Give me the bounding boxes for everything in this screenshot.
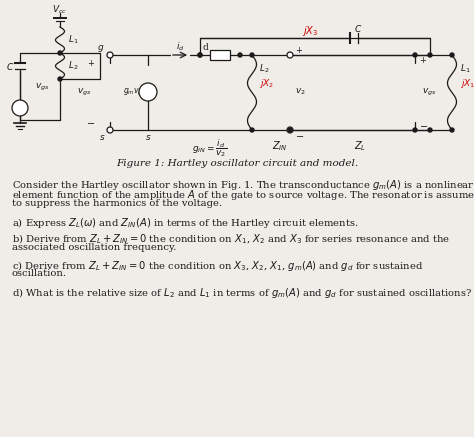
Text: a) Express $Z_L(\omega)$ and $Z_{IN}(A)$ in terms of the Hartley circuit element: a) Express $Z_L(\omega)$ and $Z_{IN}(A)$… xyxy=(12,215,359,229)
Circle shape xyxy=(250,128,254,132)
Text: $s$: $s$ xyxy=(145,133,151,142)
Circle shape xyxy=(287,52,293,58)
Text: $g$: $g$ xyxy=(97,44,104,55)
Text: d: d xyxy=(203,44,209,52)
Circle shape xyxy=(428,53,432,57)
Text: $i_d$: $i_d$ xyxy=(176,41,184,53)
Text: $Z_{IN}$: $Z_{IN}$ xyxy=(272,139,288,153)
Text: $C$: $C$ xyxy=(354,24,362,35)
Circle shape xyxy=(107,52,113,58)
Text: c) Derive from $Z_L + Z_{IN} = 0$ the condition on $X_3$, $X_2$, $X_1$, $g_m(A)$: c) Derive from $Z_L + Z_{IN} = 0$ the co… xyxy=(12,259,423,273)
Text: $-$: $-$ xyxy=(295,130,304,140)
Circle shape xyxy=(198,53,202,57)
Text: $v_{gs}$: $v_{gs}$ xyxy=(77,87,92,97)
Circle shape xyxy=(450,53,454,57)
Text: d) What is the relative size of $L_2$ and $L_1$ in terms of $g_m(A)$ and $g_d$ f: d) What is the relative size of $L_2$ an… xyxy=(12,286,472,300)
Circle shape xyxy=(12,100,28,116)
Circle shape xyxy=(198,53,202,57)
Text: $-$: $-$ xyxy=(419,120,428,130)
Text: $jX_2$: $jX_2$ xyxy=(259,76,274,90)
Circle shape xyxy=(250,53,254,57)
Text: oscillation.: oscillation. xyxy=(12,270,67,278)
Circle shape xyxy=(450,128,454,132)
Circle shape xyxy=(107,127,113,133)
Circle shape xyxy=(139,83,157,101)
Text: $L_1$: $L_1$ xyxy=(460,63,471,75)
Text: $v_{gs}$: $v_{gs}$ xyxy=(35,81,49,93)
Text: $L_2$: $L_2$ xyxy=(68,60,78,72)
Text: $V_{cc}$: $V_{cc}$ xyxy=(53,4,67,16)
Circle shape xyxy=(287,127,293,133)
Circle shape xyxy=(238,53,242,57)
Circle shape xyxy=(58,51,62,55)
Text: $+$: $+$ xyxy=(87,58,95,68)
Text: Consider the Hartley oscillator shown in Fig. 1. The transconductance $g_m(A)$ i: Consider the Hartley oscillator shown in… xyxy=(12,178,474,192)
Circle shape xyxy=(413,128,417,132)
Text: $v_{gs}$: $v_{gs}$ xyxy=(422,87,437,97)
Text: element function of the amplitude $A$ of the gate to source voltage. The resonat: element function of the amplitude $A$ of… xyxy=(12,188,474,202)
Text: $L_2$: $L_2$ xyxy=(259,63,269,75)
Text: to suppress the harmonics of the voltage.: to suppress the harmonics of the voltage… xyxy=(12,199,222,208)
Text: $C$: $C$ xyxy=(6,60,14,72)
Text: $v_2$: $v_2$ xyxy=(295,87,306,97)
Text: $s$: $s$ xyxy=(100,132,106,142)
Circle shape xyxy=(413,53,417,57)
Text: Figure 1: Hartley oscillator circuit and model.: Figure 1: Hartley oscillator circuit and… xyxy=(116,159,358,167)
Text: $+$: $+$ xyxy=(295,45,303,55)
Circle shape xyxy=(58,77,62,81)
Text: associated oscillation frequency.: associated oscillation frequency. xyxy=(12,243,176,252)
Text: $g_m v_{gs}$: $g_m v_{gs}$ xyxy=(123,87,146,97)
Bar xyxy=(210,50,230,60)
Circle shape xyxy=(288,128,292,132)
Text: $Z_L$: $Z_L$ xyxy=(354,139,366,153)
Text: $-$: $-$ xyxy=(86,117,95,127)
Circle shape xyxy=(428,128,432,132)
Text: $g_d$: $g_d$ xyxy=(215,49,225,60)
Text: $+$: $+$ xyxy=(419,55,427,65)
Text: $jX_1$: $jX_1$ xyxy=(460,76,474,90)
Text: $jX_3$: $jX_3$ xyxy=(302,24,318,38)
Text: b) Derive from $Z_L + Z_{IN} = 0$ the condition on $X_1$, $X_2$ and $X_3$ for se: b) Derive from $Z_L + Z_{IN} = 0$ the co… xyxy=(12,232,450,246)
Text: $L_1$: $L_1$ xyxy=(68,34,79,46)
Text: $g_{IN} = \dfrac{i_d}{v_2}$: $g_{IN} = \dfrac{i_d}{v_2}$ xyxy=(192,137,228,159)
